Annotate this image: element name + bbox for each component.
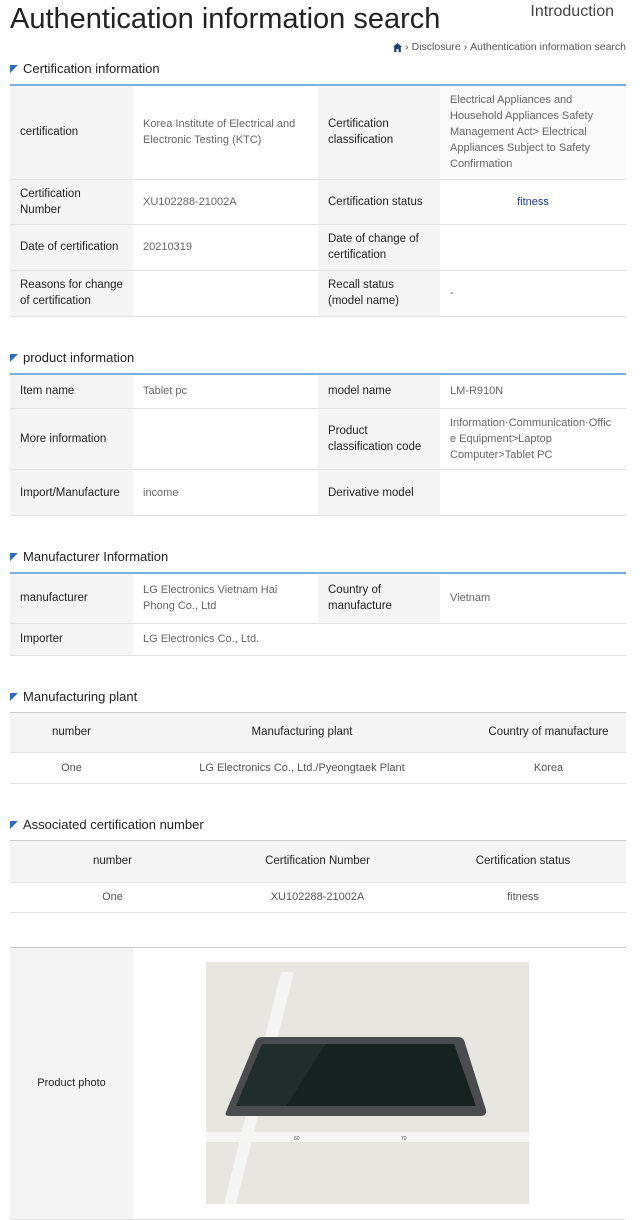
label: Item name <box>10 373 133 409</box>
section-marker-icon <box>10 553 18 561</box>
cell: Korea <box>471 752 626 784</box>
label: Date of certification <box>10 224 133 271</box>
heading-text: Associated certification number <box>23 816 204 832</box>
label: Product photo <box>10 947 133 1220</box>
table-row: Item name Tablet pc model name LM-R910N <box>10 373 626 409</box>
page-title: Authentication information search <box>10 3 441 35</box>
associated-table: number Certification Number Certification … <box>10 839 626 913</box>
section-marker-icon <box>10 65 18 73</box>
value <box>440 224 626 271</box>
label: manufacturer <box>10 573 133 624</box>
svg-text:70: 70 <box>401 1136 407 1142</box>
value: XU102288-21002A <box>133 179 318 225</box>
section-marker-icon <box>10 692 18 701</box>
value: Tablet pc <box>133 373 318 409</box>
column-header: Country of manufacture <box>471 712 626 753</box>
value <box>133 270 318 317</box>
label: Date of change of certification <box>318 224 440 271</box>
value: LG Electronics Co., Ltd. <box>133 623 626 656</box>
column-header: number <box>10 712 133 753</box>
heading-text: product information <box>23 349 135 365</box>
section-name: Introduction <box>530 3 614 20</box>
section-marker-icon <box>10 353 18 362</box>
breadcrumb-disclosure[interactable]: Disclosure <box>411 41 461 53</box>
photo-table: Product photo 60 70 <box>10 946 626 1220</box>
value: Vietnam <box>440 573 626 624</box>
column-header: Certification status <box>420 840 626 883</box>
table-header-row: number Certification Number Certification … <box>10 840 626 883</box>
chevron-right-icon: › <box>405 41 409 53</box>
cell: LG Electronics Co., Ltd./Pyeongtaek Plan… <box>133 752 471 784</box>
section-heading-product: product information <box>10 349 640 367</box>
label: Importer <box>10 623 133 656</box>
section-heading-plant: Manufacturing plant <box>10 688 640 706</box>
label: Product classification code <box>318 408 440 470</box>
value: Information·Communication·Office Equipme… <box>440 408 626 470</box>
label: Reasons for change of certification <box>10 270 133 317</box>
value: LM-R910N <box>440 373 626 409</box>
value: income <box>133 469 318 516</box>
label: Certification Number <box>10 179 133 225</box>
cell: One <box>10 752 133 784</box>
table-row: Certification Number XU102288-21002A Certi… <box>10 179 626 225</box>
label: Certification classification <box>318 85 440 180</box>
heading-text: Certification information <box>23 61 160 76</box>
heading-text: Manufacturing plant <box>23 688 138 704</box>
value <box>440 469 626 516</box>
label: Country of manufacture <box>318 573 440 624</box>
svg-text:60: 60 <box>294 1136 300 1142</box>
table-header-row: number Manufacturing plant Country of manu… <box>10 712 626 753</box>
table-row: Date of certification 20210319 Date of cha… <box>10 224 626 271</box>
label: Import/Manufacture <box>10 469 133 516</box>
label: certification <box>10 85 133 180</box>
label: Certification status <box>318 179 440 225</box>
column-header: Manufacturing plant <box>133 712 471 753</box>
label: More information <box>10 408 133 470</box>
heading-text: Manufacturer Information <box>23 549 169 564</box>
label: Recall status (model name) <box>318 270 440 317</box>
cell: XU102288-21002A <box>215 882 420 913</box>
product-table: Item name Tablet pc model name LM-R910N Mor… <box>10 372 626 516</box>
column-header: number <box>10 840 215 883</box>
page-header: Authentication information search Introd… <box>0 0 640 60</box>
section-heading-certification: Certification information <box>10 60 640 78</box>
table-row: Import/Manufacture income Derivative model <box>10 469 626 516</box>
table-row: Reasons for change of certification Recal… <box>10 270 626 317</box>
section-heading-associated: Associated certification number <box>10 816 640 834</box>
cell: One <box>10 882 215 913</box>
manufacturer-table: manufacturer LG Electronics Vietnam Hai P… <box>10 572 626 656</box>
photo-cell: 60 70 <box>133 947 626 1220</box>
table-row: Product photo 60 70 <box>10 947 626 1220</box>
section-marker-icon <box>10 820 18 829</box>
breadcrumb: › Disclosure › Authentication informatio… <box>393 41 626 53</box>
table-row: One LG Electronics Co., Ltd./Pyeongtaek P… <box>10 752 626 784</box>
cell: fitness <box>420 882 626 913</box>
table-row: More information Product classification c… <box>10 408 626 470</box>
label: model name <box>318 373 440 409</box>
value <box>133 408 318 470</box>
value: LG Electronics Vietnam Hai Phong Co., Lt… <box>133 573 318 624</box>
home-icon[interactable] <box>393 42 403 52</box>
column-header: Certification Number <box>215 840 420 883</box>
value: Korea Institute of Electrical and Electr… <box>133 85 318 180</box>
plant-table: number Manufacturing plant Country of manu… <box>10 711 626 784</box>
value: - <box>440 270 626 317</box>
product-photo[interactable]: 60 70 <box>206 962 529 1204</box>
section-heading-manufacturer: Manufacturer Information <box>10 548 640 566</box>
table-row: One XU102288-21002A fitness <box>10 882 626 913</box>
breadcrumb-current[interactable]: Authentication information search <box>470 41 626 53</box>
value: Electrical Appliances and Household Appl… <box>440 85 626 180</box>
label: Derivative model <box>318 469 440 516</box>
certification-table: certification Korea Institute of Electric… <box>10 84 626 317</box>
chevron-right-icon: › <box>463 41 468 53</box>
table-row: Importer LG Electronics Co., Ltd. <box>10 623 626 656</box>
value: 20210319 <box>133 224 318 271</box>
status-value: fitness <box>440 179 626 225</box>
table-row: certification Korea Institute of Electric… <box>10 85 626 180</box>
table-row: manufacturer LG Electronics Vietnam Hai P… <box>10 573 626 624</box>
